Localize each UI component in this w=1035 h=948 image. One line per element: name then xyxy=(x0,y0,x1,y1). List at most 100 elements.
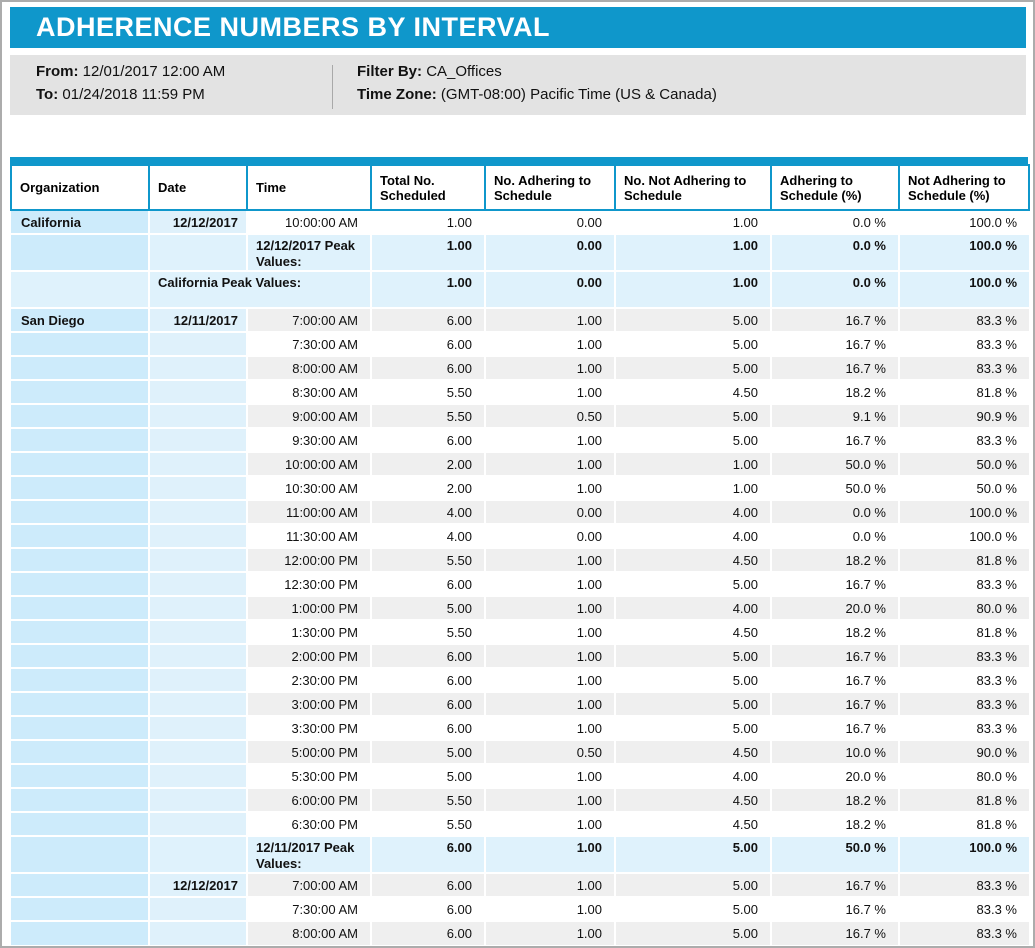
time-cell: 7:00:00 AM xyxy=(247,873,371,897)
date-cell xyxy=(149,452,247,476)
value-cell: 18.2 % xyxy=(771,620,899,644)
table-row: 12:30:00 PM6.001.005.0016.7 %83.3 % xyxy=(11,572,1029,596)
org-cell xyxy=(11,271,149,308)
value-cell: 100.0 % xyxy=(899,524,1029,548)
value-cell: 1.00 xyxy=(615,234,771,271)
org-cell xyxy=(11,788,149,812)
date-cell: 12/12/2017 xyxy=(149,210,247,234)
org-cell xyxy=(11,596,149,620)
peak-values-row: 12/12/2017 Peak Values:1.000.001.000.0 %… xyxy=(11,234,1029,271)
value-cell: 83.3 % xyxy=(899,716,1029,740)
value-cell: 5.00 xyxy=(615,873,771,897)
value-cell: 0.00 xyxy=(485,500,615,524)
date-cell xyxy=(149,234,247,271)
org-cell xyxy=(11,764,149,788)
time-cell: 7:30:00 AM xyxy=(247,332,371,356)
org-cell xyxy=(11,332,149,356)
report-title: ADHERENCE NUMBERS BY INTERVAL xyxy=(36,12,550,43)
value-cell: 1.00 xyxy=(615,271,771,308)
value-cell: 50.0 % xyxy=(899,476,1029,500)
date-cell xyxy=(149,740,247,764)
value-cell: 50.0 % xyxy=(771,836,899,873)
org-cell xyxy=(11,234,149,271)
value-cell: 4.50 xyxy=(615,812,771,836)
date-cell xyxy=(149,332,247,356)
value-cell: 0.50 xyxy=(485,740,615,764)
peak-values-row: California Peak Values:1.000.001.000.0 %… xyxy=(11,271,1029,308)
value-cell: 16.7 % xyxy=(771,308,899,332)
value-cell: 1.00 xyxy=(485,836,615,873)
org-cell xyxy=(11,572,149,596)
peak-label-cell: 12/12/2017 Peak Values: xyxy=(247,234,371,271)
org-cell xyxy=(11,476,149,500)
value-cell: 16.7 % xyxy=(771,332,899,356)
date-cell xyxy=(149,404,247,428)
value-cell: 16.7 % xyxy=(771,897,899,921)
value-cell: 6.00 xyxy=(371,692,485,716)
value-cell: 1.00 xyxy=(371,234,485,271)
from-label: From: xyxy=(36,63,79,80)
table-row: 12:00:00 PM5.501.004.5018.2 %81.8 % xyxy=(11,548,1029,572)
value-cell: 1.00 xyxy=(485,332,615,356)
value-cell: 5.50 xyxy=(371,620,485,644)
value-cell: 5.00 xyxy=(615,921,771,945)
filter-by: Filter By: CA_Offices xyxy=(357,63,717,80)
value-cell: 1.00 xyxy=(485,921,615,945)
value-cell: 1.00 xyxy=(485,428,615,452)
date-cell xyxy=(149,716,247,740)
report-title-bar: ADHERENCE NUMBERS BY INTERVAL xyxy=(10,7,1026,48)
value-cell: 6.00 xyxy=(371,897,485,921)
value-cell: 100.0 % xyxy=(899,836,1029,873)
value-cell: 5.00 xyxy=(615,332,771,356)
date-cell xyxy=(149,380,247,404)
from-value: 12/01/2017 12:00 AM xyxy=(83,63,226,80)
value-cell: 4.00 xyxy=(615,596,771,620)
column-header-adhering: No. Adhering to Schedule xyxy=(485,165,615,210)
table-row: 5:30:00 PM5.001.004.0020.0 %80.0 % xyxy=(11,764,1029,788)
org-cell xyxy=(11,524,149,548)
value-cell: 4.50 xyxy=(615,548,771,572)
time-cell: 8:00:00 AM xyxy=(247,921,371,945)
time-cell: 11:00:00 AM xyxy=(247,500,371,524)
date-cell xyxy=(149,644,247,668)
value-cell: 1.00 xyxy=(615,476,771,500)
column-header-adhering-pct: Adhering to Schedule (%) xyxy=(771,165,899,210)
filter-time-zone: Time Zone: (GMT-08:00) Pacific Time (US … xyxy=(357,86,717,103)
time-cell: 10:00:00 AM xyxy=(247,210,371,234)
time-cell: 1:00:00 PM xyxy=(247,596,371,620)
value-cell: 4.00 xyxy=(615,524,771,548)
value-cell: 16.7 % xyxy=(771,692,899,716)
value-cell: 0.0 % xyxy=(771,210,899,234)
value-cell: 83.3 % xyxy=(899,873,1029,897)
org-cell xyxy=(11,548,149,572)
value-cell: 1.00 xyxy=(485,596,615,620)
table-row: 2:30:00 PM6.001.005.0016.7 %83.3 % xyxy=(11,668,1029,692)
time-zone-value: (GMT-08:00) Pacific Time (US & Canada) xyxy=(441,86,717,103)
value-cell: 16.7 % xyxy=(771,668,899,692)
value-cell: 16.7 % xyxy=(771,644,899,668)
date-cell xyxy=(149,692,247,716)
table-row: 8:00:00 AM6.001.005.0016.7 %83.3 % xyxy=(11,356,1029,380)
time-cell: 12:30:00 PM xyxy=(247,572,371,596)
value-cell: 0.0 % xyxy=(771,234,899,271)
value-cell: 1.00 xyxy=(485,668,615,692)
value-cell: 0.00 xyxy=(485,234,615,271)
value-cell: 1.00 xyxy=(371,271,485,308)
value-cell: 1.00 xyxy=(485,308,615,332)
value-cell: 1.00 xyxy=(485,873,615,897)
value-cell: 16.7 % xyxy=(771,921,899,945)
peak-label-cell: California Peak Values: xyxy=(149,271,371,308)
value-cell: 1.00 xyxy=(485,572,615,596)
value-cell: 0.0 % xyxy=(771,271,899,308)
value-cell: 1.00 xyxy=(485,788,615,812)
date-cell xyxy=(149,356,247,380)
value-cell: 1.00 xyxy=(485,764,615,788)
date-cell xyxy=(149,428,247,452)
table-row: 6:00:00 PM5.501.004.5018.2 %81.8 % xyxy=(11,788,1029,812)
time-cell: 5:00:00 PM xyxy=(247,740,371,764)
org-cell xyxy=(11,812,149,836)
column-header-organization: Organization xyxy=(11,165,149,210)
value-cell: 100.0 % xyxy=(899,234,1029,271)
value-cell: 50.0 % xyxy=(899,452,1029,476)
value-cell: 5.00 xyxy=(615,644,771,668)
